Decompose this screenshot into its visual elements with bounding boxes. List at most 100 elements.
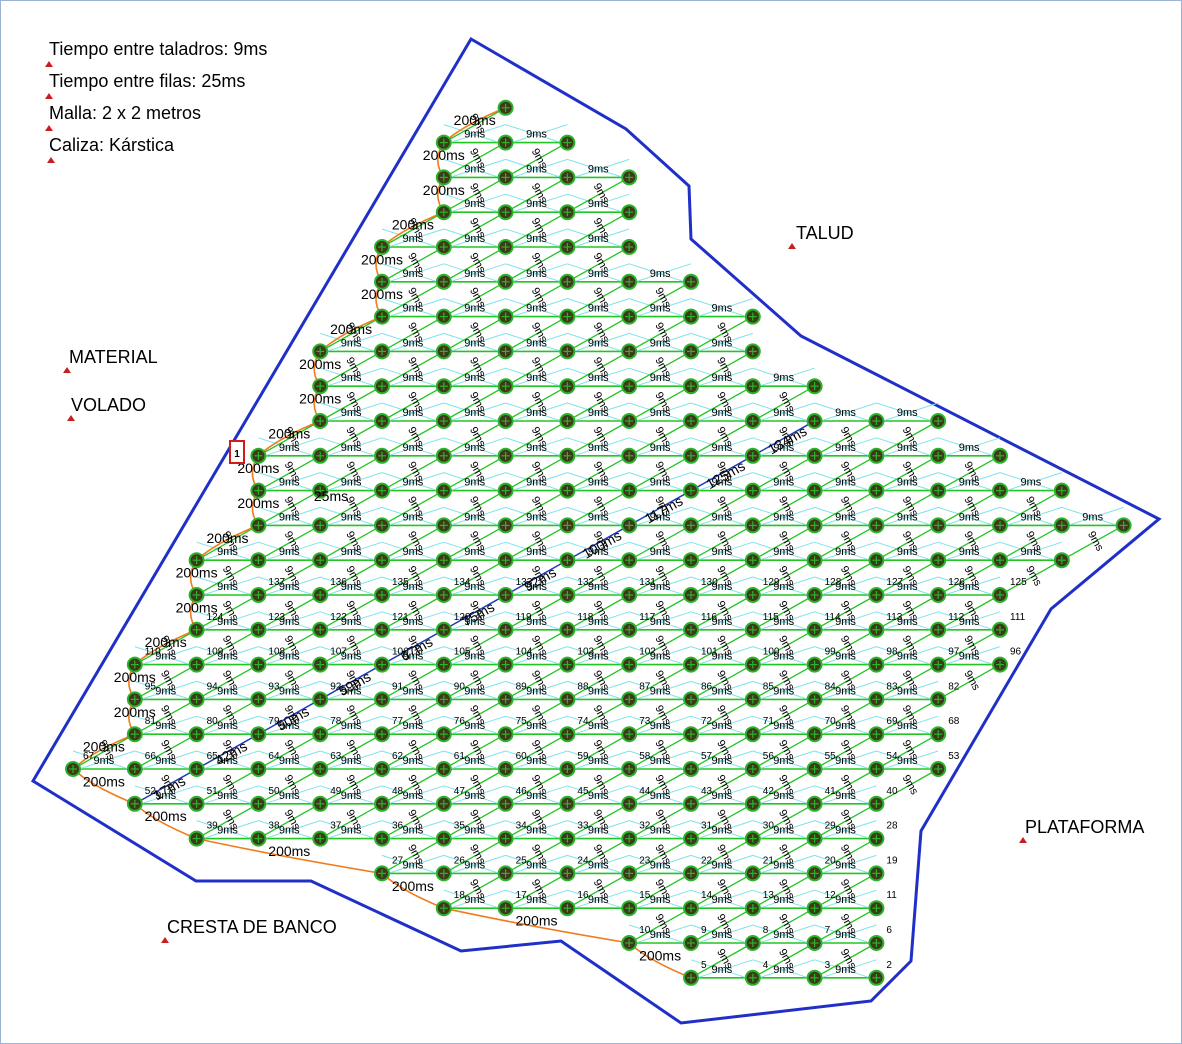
drill-hole[interactable] — [930, 587, 947, 603]
drill-hole[interactable] — [930, 447, 947, 464]
drill-hole[interactable] — [992, 656, 1008, 673]
drill-hole[interactable] — [621, 726, 638, 743]
drill-hole[interactable] — [435, 482, 452, 499]
drill-hole[interactable] — [497, 308, 514, 325]
drill-hole[interactable] — [497, 517, 514, 534]
drill-hole[interactable] — [497, 552, 514, 569]
drill-hole[interactable] — [250, 726, 267, 743]
drill-hole[interactable] — [992, 482, 1008, 499]
drill-hole[interactable] — [559, 900, 576, 917]
drill-hole[interactable] — [435, 413, 452, 429]
drill-hole[interactable] — [374, 621, 390, 638]
drill-hole[interactable] — [621, 552, 638, 569]
drill-hole[interactable] — [435, 169, 452, 186]
drill-hole[interactable] — [621, 691, 638, 708]
drill-hole[interactable] — [806, 413, 823, 429]
drill-hole[interactable] — [621, 482, 638, 499]
drill-hole[interactable] — [744, 691, 761, 708]
drill-hole[interactable] — [559, 343, 576, 360]
drill-hole[interactable] — [497, 830, 514, 847]
drill-hole[interactable] — [744, 447, 761, 464]
drill-hole[interactable] — [374, 413, 390, 429]
drill-hole[interactable] — [683, 378, 699, 395]
drill-hole[interactable] — [497, 239, 514, 255]
drill-hole[interactable] — [744, 935, 761, 951]
drill-hole[interactable] — [188, 726, 205, 743]
drill-hole[interactable] — [930, 726, 947, 743]
drill-hole[interactable] — [806, 865, 823, 882]
drill-hole[interactable] — [683, 726, 699, 743]
drill-hole[interactable] — [250, 517, 267, 534]
drill-hole[interactable] — [683, 517, 699, 534]
drill-hole[interactable] — [1115, 517, 1132, 534]
drill-hole[interactable] — [559, 517, 576, 534]
drill-hole[interactable] — [621, 517, 638, 534]
drill-hole[interactable] — [374, 482, 390, 499]
drill-hole[interactable] — [868, 795, 885, 812]
drill-hole[interactable] — [559, 587, 576, 603]
drill-hole[interactable] — [683, 969, 699, 986]
drill-hole[interactable] — [930, 691, 947, 708]
drill-hole[interactable] — [744, 308, 761, 325]
drill-hole[interactable] — [621, 621, 638, 638]
drill-hole[interactable] — [497, 204, 514, 221]
drill-hole[interactable] — [497, 378, 514, 395]
drill-hole[interactable] — [806, 378, 823, 395]
drill-hole[interactable] — [559, 761, 576, 777]
drill-hole[interactable] — [683, 935, 699, 951]
drill-hole[interactable] — [683, 795, 699, 812]
drill-hole[interactable] — [250, 656, 267, 673]
drill-hole[interactable] — [806, 482, 823, 499]
drill-hole[interactable] — [126, 795, 143, 812]
drill-hole[interactable] — [312, 795, 329, 812]
drill-hole[interactable] — [497, 273, 514, 290]
drill-hole[interactable] — [683, 621, 699, 638]
drill-hole[interactable] — [188, 761, 205, 777]
drill-hole[interactable] — [497, 795, 514, 812]
drill-hole[interactable] — [683, 656, 699, 673]
drill-hole[interactable] — [188, 795, 205, 812]
drill-hole[interactable] — [374, 378, 390, 395]
drill-hole[interactable] — [806, 621, 823, 638]
drill-hole[interactable] — [744, 343, 761, 360]
drill-hole[interactable] — [744, 552, 761, 569]
drill-hole[interactable] — [250, 587, 267, 603]
drill-hole[interactable] — [312, 621, 329, 638]
drill-hole[interactable] — [559, 482, 576, 499]
drill-hole[interactable] — [683, 273, 699, 290]
drill-hole[interactable] — [930, 482, 947, 499]
drill-hole[interactable] — [435, 587, 452, 603]
drill-hole[interactable] — [374, 239, 390, 255]
drill-hole[interactable] — [930, 552, 947, 569]
drill-hole[interactable] — [806, 691, 823, 708]
drill-hole[interactable] — [374, 691, 390, 708]
drill-hole[interactable] — [435, 447, 452, 464]
drill-hole[interactable] — [621, 273, 638, 290]
drill-hole[interactable] — [435, 900, 452, 917]
drill-hole[interactable] — [683, 552, 699, 569]
drill-hole[interactable] — [374, 587, 390, 603]
drill-hole[interactable] — [621, 795, 638, 812]
drill-hole[interactable] — [992, 517, 1008, 534]
drill-hole[interactable] — [868, 482, 885, 499]
drill-hole[interactable] — [559, 134, 576, 151]
drill-hole[interactable] — [806, 726, 823, 743]
drill-hole[interactable] — [312, 482, 329, 499]
drill-hole[interactable] — [806, 969, 823, 986]
drill-hole[interactable] — [312, 761, 329, 777]
drill-hole[interactable] — [250, 795, 267, 812]
drill-hole[interactable] — [435, 726, 452, 743]
drill-hole[interactable] — [992, 621, 1008, 638]
drill-hole[interactable] — [435, 308, 452, 325]
drill-hole[interactable] — [744, 795, 761, 812]
drill-hole[interactable] — [868, 517, 885, 534]
drill-hole[interactable] — [992, 587, 1008, 603]
drill-hole[interactable] — [683, 691, 699, 708]
drill-hole[interactable] — [497, 169, 514, 186]
drill-hole[interactable] — [435, 273, 452, 290]
drill-hole[interactable] — [559, 865, 576, 882]
drill-hole[interactable] — [497, 656, 514, 673]
drill-hole[interactable] — [559, 169, 576, 186]
drill-hole[interactable] — [621, 587, 638, 603]
drill-hole[interactable] — [559, 795, 576, 812]
